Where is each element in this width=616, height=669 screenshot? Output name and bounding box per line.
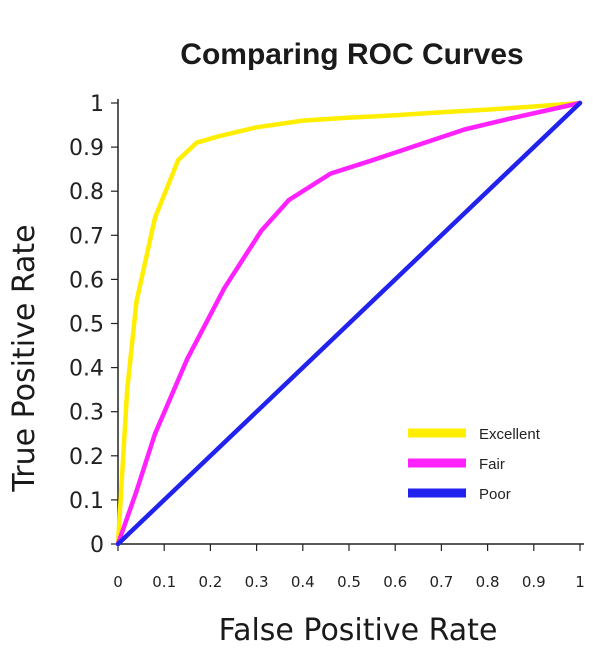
- y-tick-label: 0.9: [69, 136, 104, 161]
- legend-label-excellent: Excellent: [479, 426, 541, 443]
- y-tick-label: 0.5: [69, 313, 104, 338]
- y-tick-label: 0.7: [69, 224, 104, 249]
- series-line-poor: [115, 100, 583, 547]
- x-tick-label: 0.3: [245, 573, 269, 591]
- series-lines: [115, 100, 583, 547]
- axes: 0 0.1 0.2 0.3 0.4 0.5 0.6 0.7 0.8 0.9 1 0 0.1 0.2 0.3 0…: [69, 92, 585, 591]
- x-tick-label: 0.2: [198, 573, 222, 591]
- y-tick-label: 0.8: [69, 180, 104, 205]
- legend-label-fair: Fair: [479, 456, 505, 473]
- x-tick-label: 0.8: [476, 573, 500, 591]
- y-tick-label: 0.1: [69, 489, 104, 514]
- x-tick-label: 1: [575, 573, 585, 591]
- legend-label-poor: Poor: [479, 486, 511, 503]
- y-tick-label: 1: [90, 92, 104, 117]
- x-tick-label: 0.9: [522, 573, 546, 591]
- chart-title: Comparing ROC Curves: [180, 38, 523, 71]
- x-axis-label: False Positive Rate: [219, 613, 498, 648]
- x-tick-label: 0: [113, 573, 123, 591]
- y-tick-label: 0.4: [69, 357, 104, 382]
- x-tick-label: 0.6: [383, 573, 407, 591]
- x-tick-label: 0.5: [337, 573, 361, 591]
- x-tick-label: 0.4: [291, 573, 315, 591]
- series-line-excellent: [115, 100, 583, 547]
- y-tick-label: 0.6: [69, 268, 104, 293]
- y-tick-label: 0: [90, 533, 104, 558]
- legend: Excellent Fair Poor: [408, 426, 541, 503]
- x-tick-label: 0.7: [429, 573, 453, 591]
- series-line-fair: [115, 100, 583, 547]
- y-axis-label: True Positive Rate: [7, 224, 42, 492]
- y-tick-label: 0.2: [69, 445, 104, 470]
- y-tick-label: 0.3: [69, 401, 104, 426]
- x-tick-label: 0.1: [152, 573, 176, 591]
